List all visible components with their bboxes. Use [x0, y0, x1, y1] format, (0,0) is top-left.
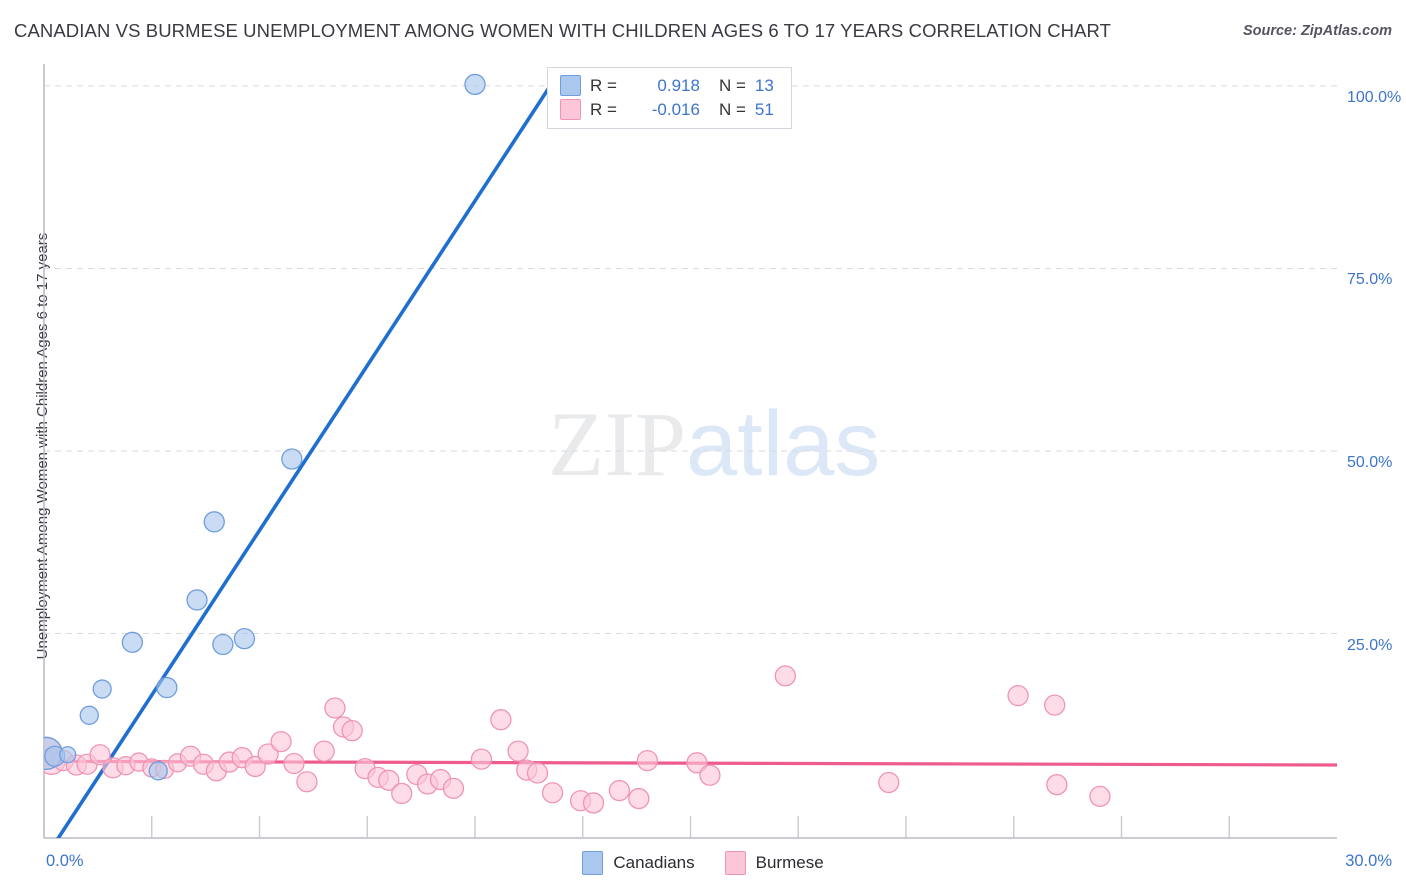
trendline-canadians	[56, 81, 555, 838]
scatter-point-canadians	[121, 631, 144, 653]
scatter-point-burmese	[608, 779, 631, 802]
scatter-point-burmese	[296, 771, 318, 793]
series-label-burmese: Burmese	[755, 853, 824, 872]
scatter-point-canadians	[281, 448, 303, 470]
series-legend-item-burmese[interactable]: Burmese	[724, 851, 824, 875]
scatter-point-burmese	[490, 709, 512, 731]
scatter-point-burmese	[378, 769, 400, 791]
x-axis-ticks	[151, 816, 1230, 838]
scatter-point-burmese	[470, 748, 493, 770]
scatter-point-canadians	[92, 679, 112, 699]
scatter-point-burmese	[341, 720, 363, 742]
scatter-point-burmese	[699, 764, 721, 786]
scatter-point-canadians	[148, 761, 168, 781]
scatter-point-burmese	[1007, 684, 1029, 707]
scatter-point-burmese	[1044, 694, 1066, 716]
r-value-burmese: -0.016	[651, 99, 700, 119]
series-legend: Canadians Burmese	[0, 851, 1406, 875]
scatter-point-canadians	[212, 633, 234, 656]
scatter-point-burmese	[244, 755, 266, 778]
scatter-point-burmese	[270, 730, 292, 753]
scatter-point-burmese	[582, 792, 605, 814]
n-label-burmese: N =	[718, 99, 746, 119]
scatter-point-burmese	[257, 743, 279, 765]
scatter-point-burmese	[774, 665, 796, 687]
series-label-canadians: Canadians	[613, 853, 695, 872]
legend-swatch-burmese	[560, 99, 581, 120]
scatter-point-burmese	[1046, 774, 1068, 796]
source-label: Source: ZipAtlas.com	[1242, 23, 1392, 39]
trendlines	[44, 81, 1337, 838]
correlation-stats-legend: R = 0.918 N = 13 R = -0.016 N = 51	[547, 67, 792, 129]
scatter-point-canadians	[464, 73, 486, 96]
axis-lines	[43, 64, 1337, 839]
n-value-burmese: 51	[754, 99, 774, 119]
scatter-point-burmese	[526, 762, 549, 784]
scatter-point-burmese	[686, 752, 708, 774]
scatter-point-burmese	[313, 740, 335, 762]
r-label-burmese: R =	[590, 99, 617, 119]
scatter-point-burmese	[878, 771, 900, 794]
legend-swatch-canadians	[560, 75, 581, 96]
scatter-point-canadians	[156, 676, 178, 699]
scatter-point-burmese	[541, 782, 564, 804]
scatter-point-burmese	[391, 782, 413, 805]
y-tick-label: 75.0%	[1347, 271, 1393, 289]
scatter-point-canadians	[203, 511, 225, 533]
scatter-point-canadians	[79, 705, 99, 725]
scatter-points-canadians	[44, 73, 486, 781]
scatter-point-canadians	[59, 746, 77, 764]
n-value-canadians: 13	[754, 75, 774, 95]
n-label-canadians: N =	[718, 75, 746, 95]
scatter-points-burmese	[44, 665, 1111, 814]
scatter-point-burmese	[283, 752, 305, 775]
r-label-canadians: R =	[590, 75, 617, 95]
series-swatch-burmese	[724, 851, 746, 875]
corr-row-burmese: R = -0.016 N = 51	[560, 99, 777, 120]
r-value-canadians: 0.918	[657, 75, 700, 95]
series-swatch-canadians	[582, 851, 604, 875]
gridlines	[44, 85, 1337, 635]
scatter-point-burmese	[507, 740, 529, 762]
y-tick-label: 50.0%	[1347, 454, 1393, 471]
scatter-point-canadians	[186, 589, 208, 611]
x-tick-label: 30.0%	[1345, 852, 1392, 870]
scatter-point-burmese	[636, 749, 659, 772]
page-title: CANADIAN VS BURMESE UNEMPLOYMENT AMONG W…	[14, 20, 1112, 41]
scatter-point-burmese	[628, 787, 650, 810]
scatter-point-burmese	[89, 744, 111, 766]
scatter-point-canadians	[233, 628, 256, 650]
scatter-point-burmese	[1089, 785, 1111, 808]
x-tick-label: 0.0%	[46, 852, 84, 870]
series-legend-item-canadians[interactable]: Canadians	[582, 851, 695, 875]
y-tick-label: 100.0%	[1347, 88, 1402, 106]
y-tick-label: 25.0%	[1347, 636, 1393, 654]
scatter-point-burmese	[442, 777, 465, 799]
corr-row-canadians: R = 0.918 N = 13	[560, 75, 777, 96]
scatter-point-burmese	[324, 697, 346, 719]
